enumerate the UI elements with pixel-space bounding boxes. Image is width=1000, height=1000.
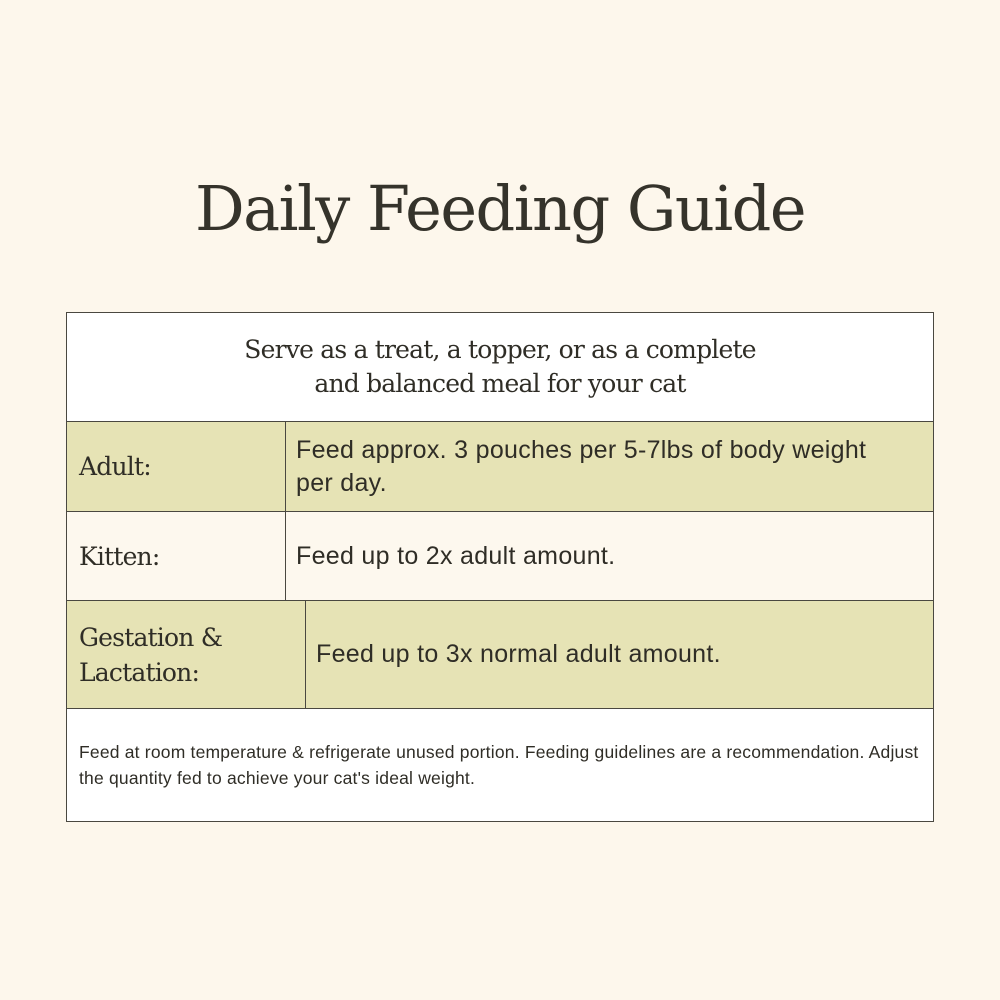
row-value: Feed approx. 3 pouches per 5-7lbs of bod… [296,435,867,497]
table-row: Adult: Feed approx. 3 pouches per 5-7lbs… [67,422,933,512]
intro-text: Serve as a treat, a topper, or as a comp… [244,335,756,398]
feeding-table: Serve as a treat, a topper, or as a comp… [66,312,934,822]
row-value: Feed up to 3x normal adult amount. [316,640,721,668]
page-title: Daily Feeding Guide [194,172,807,245]
row-label: Gestation & Lactation: [67,601,306,708]
row-label: Kitten: [67,512,286,600]
row-value: Feed up to 2x adult amount. [296,541,616,570]
row-label: Adult: [67,422,286,511]
table-intro: Serve as a treat, a topper, or as a comp… [67,313,933,422]
table-row: Kitten: Feed up to 2x adult amount. [67,512,933,601]
table-row: Gestation & Lactation: Feed up to 3x nor… [67,601,933,709]
footnote: Feed at room temperature & refrigerate u… [67,709,933,821]
